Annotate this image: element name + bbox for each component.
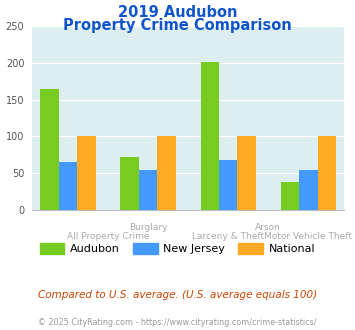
- Bar: [299, 170, 317, 210]
- Text: Arson: Arson: [255, 223, 281, 232]
- Bar: [237, 136, 256, 210]
- Text: Burglary: Burglary: [129, 223, 167, 232]
- Text: © 2025 CityRating.com - https://www.cityrating.com/crime-statistics/: © 2025 CityRating.com - https://www.city…: [38, 318, 317, 327]
- Text: All Property Crime: All Property Crime: [67, 232, 149, 241]
- Bar: [317, 136, 336, 210]
- Bar: [139, 170, 157, 210]
- Legend: Audubon, New Jersey, National: Audubon, New Jersey, National: [36, 239, 320, 258]
- Bar: [219, 160, 237, 210]
- Text: 2019 Audubon: 2019 Audubon: [118, 5, 237, 20]
- Bar: [120, 157, 139, 210]
- Bar: [40, 89, 59, 210]
- Bar: [201, 62, 219, 210]
- Text: Larceny & Theft: Larceny & Theft: [192, 232, 264, 241]
- Text: Motor Vehicle Theft: Motor Vehicle Theft: [264, 232, 352, 241]
- Text: Property Crime Comparison: Property Crime Comparison: [63, 18, 292, 33]
- Text: Compared to U.S. average. (U.S. average equals 100): Compared to U.S. average. (U.S. average …: [38, 290, 317, 300]
- Bar: [77, 136, 95, 210]
- Bar: [59, 162, 77, 210]
- Bar: [281, 182, 299, 210]
- Bar: [157, 136, 176, 210]
